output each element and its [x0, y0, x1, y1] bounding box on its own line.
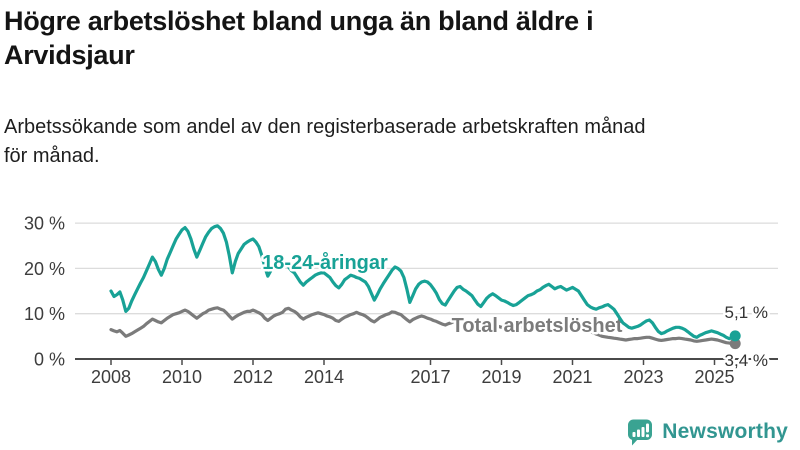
chart-svg: 0 % 10 % 20 % 30 % 2008 2010 2012 2014 2017 2019 2… [24, 214, 778, 387]
page-subtitle: Arbetssökande som andel av den registerb… [4, 116, 646, 167]
series-line-youth [109, 224, 737, 341]
page-title: Högre arbetslöshet bland unga än bland ä… [4, 6, 594, 70]
x-tick-label: 2010 [162, 367, 202, 387]
series-label-youth: 18-24-åringar [262, 251, 388, 274]
x-tick-label: 2014 [304, 367, 344, 387]
x-tick-label: 2017 [410, 367, 450, 387]
x-tick-label: 2012 [233, 367, 273, 387]
x-tick-label: 2025 [694, 367, 734, 387]
y-tick-label: 0 % [34, 350, 65, 370]
bar-chart-speech-bubble-icon [628, 419, 653, 446]
x-tick-label: 2021 [552, 367, 592, 387]
series-line-total [109, 306, 737, 346]
x-tick-label: 2019 [481, 367, 521, 387]
logo-text: Newsworthy [662, 420, 788, 443]
x-tick-label: 2008 [91, 367, 131, 387]
y-tick-label: 20 % [24, 259, 65, 279]
series-end-dot-youth [729, 330, 741, 342]
end-value-label-total: 3,4 % [725, 351, 768, 370]
y-tick-label: 10 % [24, 304, 65, 324]
series-end-dot-total [729, 338, 741, 350]
x-tick-label: 2023 [623, 367, 663, 387]
end-value-label-youth: 5,1 % [725, 303, 768, 322]
newsworthy-logo[interactable]: Newsworthy [626, 418, 788, 446]
series-label-total: Total arbetslöshet [452, 315, 623, 337]
y-tick-label: 30 % [24, 214, 65, 234]
